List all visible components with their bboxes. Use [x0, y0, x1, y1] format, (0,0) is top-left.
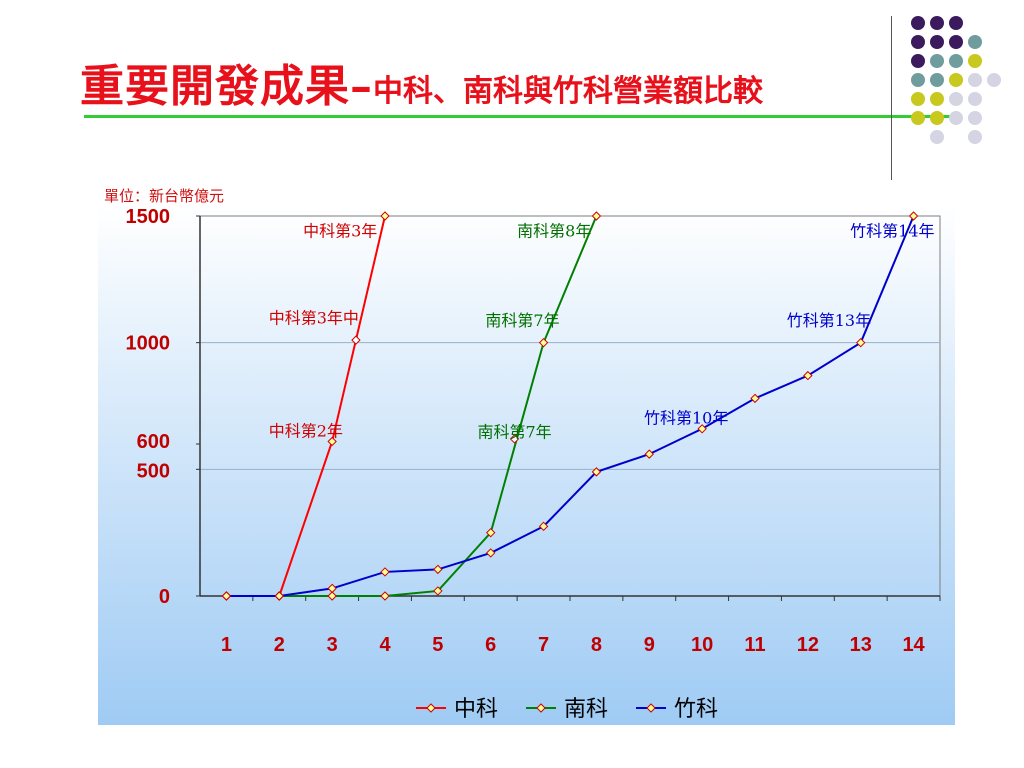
data-point-marker: [274, 591, 284, 601]
legend-label: 南科: [564, 697, 608, 722]
legend-marker: [646, 703, 656, 713]
y-tick-label: 1500: [126, 206, 171, 228]
decor-dot: [968, 35, 982, 49]
legend-label: 竹科: [674, 697, 718, 722]
decor-dot: [968, 130, 982, 144]
x-tick-label: 3: [327, 634, 338, 656]
decor-dot: [930, 111, 944, 125]
x-tick-label: 10: [691, 634, 713, 656]
decor-dot: [911, 16, 925, 30]
annotation-label: 中科第2年: [269, 421, 343, 440]
data-point-marker: [644, 449, 654, 459]
decor-dot: [930, 54, 944, 68]
annotation-label: 竹科第10年: [644, 409, 728, 428]
series-line-竹科: [226, 215, 915, 597]
data-point-marker: [538, 521, 549, 532]
decor-dot: [930, 16, 944, 30]
decor-dot-grid: [911, 16, 1001, 144]
decor-dot: [911, 35, 925, 49]
data-point-marker: [591, 467, 602, 477]
legend-marker: [536, 703, 546, 713]
chart-area: 0 500 600 1000 1500 1 2 3 4 5 6 7 8 9 10 11 12 13 14 中科第3年中…: [98, 206, 955, 725]
x-tick-label: 8: [591, 634, 602, 656]
data-point-marker: [591, 211, 602, 221]
annotation-label: 中科第3年: [303, 221, 377, 240]
y-tick-label: 0: [159, 586, 170, 608]
x-tick-label: 2: [274, 634, 285, 656]
decor-dot: [911, 54, 925, 68]
title-underline: [84, 115, 960, 118]
y-tick-label: 1000: [126, 333, 171, 355]
slide-title: 重要開發成果–中科、南科與竹科營業額比較: [80, 50, 763, 114]
decor-dot: [968, 111, 982, 125]
data-point-marker: [486, 527, 496, 538]
annotation-label: 竹科第14年: [850, 221, 934, 240]
x-tick-label: 14: [902, 634, 925, 656]
decor-dot: [949, 92, 963, 106]
decor-dot: [949, 111, 963, 125]
decor-dot: [968, 73, 982, 87]
decor-dot: [949, 35, 963, 49]
annotation-marker: [509, 434, 520, 444]
title-dash: –: [350, 61, 373, 112]
decor-dot: [949, 54, 963, 68]
data-point-marker: [327, 436, 337, 447]
x-tick-label: 4: [379, 634, 391, 656]
annotation-label: 南科第7年: [485, 311, 559, 330]
data-point-marker: [433, 586, 443, 596]
unit-label: 單位：新台幣億元: [104, 187, 225, 205]
data-point-marker: [380, 567, 390, 577]
data-point-marker: [697, 424, 707, 434]
x-tick-label: 11: [744, 634, 765, 656]
decor-dot: [968, 92, 982, 106]
decor-dot: [930, 92, 944, 106]
data-point-marker: [221, 591, 232, 601]
data-point-marker: [803, 370, 813, 381]
data-point-marker: [380, 591, 390, 601]
x-tick-label: 7: [538, 634, 549, 656]
data-point-marker: [486, 548, 496, 558]
data-point-marker: [380, 211, 390, 221]
data-point-marker: [856, 337, 866, 348]
decor-dot: [930, 130, 944, 144]
x-tick-label: 13: [850, 634, 872, 656]
series-line-中科: [226, 215, 386, 597]
decor-dot: [930, 73, 944, 87]
decor-dot: [949, 16, 963, 30]
series-line-南科: [226, 215, 598, 597]
data-point-marker: [433, 564, 443, 575]
annotation-marker: [351, 335, 361, 345]
data-point-marker: [908, 211, 919, 221]
decor-dot: [968, 54, 982, 68]
legend-label: 中科: [454, 697, 498, 722]
data-point-marker: [750, 393, 760, 404]
annotation-label: 中科第3年中: [269, 309, 359, 328]
decor-dot: [930, 35, 944, 49]
decor-dot: [911, 92, 925, 106]
y-tick-label: 600: [137, 431, 170, 453]
data-point-marker: [327, 591, 337, 601]
title-sub: 中科、南科與竹科營業額比較: [373, 74, 763, 109]
legend-marker: [426, 703, 436, 713]
annotation-label: 南科第7年: [478, 423, 552, 442]
decor-vertical-line: [891, 16, 892, 180]
data-point-marker: [327, 583, 337, 594]
data-point-marker: [538, 337, 549, 348]
plot-frame: [199, 215, 941, 597]
x-tick-label: 1: [221, 634, 232, 656]
title-main: 重要開發成果: [80, 61, 350, 112]
x-tick-label: 12: [797, 634, 819, 656]
x-tick-label: 5: [432, 634, 443, 656]
annotation-label: 南科第8年: [517, 221, 591, 240]
decor-dot: [911, 111, 925, 125]
decor-dot: [911, 73, 925, 87]
decor-dot: [987, 73, 1001, 87]
x-tick-label: 6: [485, 634, 496, 656]
x-tick-label: 9: [644, 634, 655, 656]
y-tick-label: 500: [137, 460, 170, 482]
decor-dot: [949, 73, 963, 87]
annotation-label: 竹科第13年: [787, 311, 871, 330]
